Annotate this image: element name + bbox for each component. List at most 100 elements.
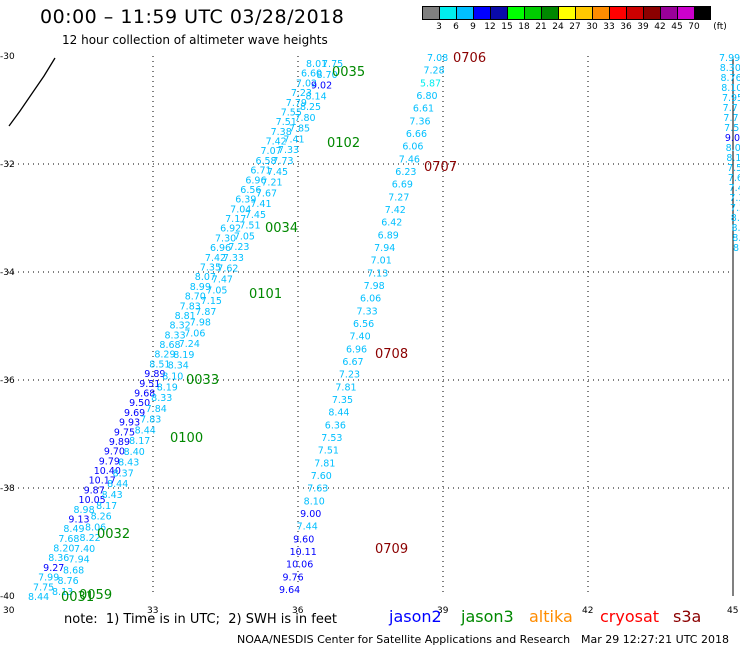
track-value-s3a: 7.81 (314, 458, 335, 469)
track-value-jason3-a: 7.30 (215, 233, 236, 244)
track-value-jason3-b: 8.34 (168, 361, 189, 372)
track-value-jason3-b: 7.15 (201, 296, 222, 307)
track-value-s3a: 6.61 (413, 104, 434, 115)
color-swatch (473, 6, 490, 20)
track-value-jason3-a: 7.75 (33, 582, 54, 593)
color-scale-label: 42 (654, 22, 666, 32)
footer-note: note: 1) Time is in UTC; 2) SWH is in fe… (64, 612, 337, 627)
track-value-jason3-b: 7.67 (256, 188, 277, 199)
track-value-jason3-a: 8.20 (53, 544, 74, 555)
track-value-jason3-b: 7.73 (272, 156, 293, 167)
track-value-s3a: 6.23 (395, 167, 416, 178)
track-value-jason3-b: 8.25 (300, 102, 321, 113)
lon-tick-label: 39 (437, 606, 449, 616)
track-value-jason3-a: 7.83 (180, 301, 201, 312)
track-value-jason3-a: 8.01 (306, 59, 327, 70)
track-value-right: 8.5 (732, 233, 740, 244)
track-value-s3a: 8.44 (328, 408, 349, 419)
track-value-s3a: 6.67 (342, 357, 363, 368)
track-value-jason3-b: 7.62 (217, 264, 238, 275)
track-value-jason3-b: 8.10 (162, 371, 183, 382)
color-scale-label: 18 (518, 22, 530, 32)
track-value-jason3-b: 8.70 (316, 70, 337, 81)
lat-tick-label: -38 (0, 484, 15, 494)
track-value-s3a: 7.53 (321, 433, 342, 444)
lat-tick-label: -36 (0, 376, 15, 386)
track-value-right: 9.0 (725, 133, 740, 144)
track-value-s3a: 7.35 (332, 395, 353, 406)
color-scale-label: 30 (586, 22, 598, 32)
pass-time-label: 0708 (375, 347, 408, 362)
track-value-s3a: 7.27 (388, 192, 409, 203)
axis-tick-labels: 30 33 36 39 42 45 -30 -32 -34 -36 -38 -40 (0, 52, 738, 616)
track-value-jason3-b: 7.21 (261, 178, 282, 189)
track-value-jason3-a: 7.55 (281, 107, 302, 118)
track-value-jason3-b: 7.05 (206, 285, 227, 296)
pass-time-label: 0102 (327, 136, 360, 151)
color-scale-label: 9 (470, 22, 476, 32)
pass-time-label: 0707 (424, 160, 457, 175)
lon-tick-label: 45 (727, 606, 738, 616)
pass-time-label: 0035 (332, 65, 365, 80)
track-value-jason3-b: 8.44 (107, 479, 128, 490)
track-value-jason3-a: 8.36 (48, 553, 69, 564)
track-value-jason3-b: 7.41 (250, 199, 271, 210)
color-swatch (507, 6, 524, 20)
track-value-jason3-a: 8.51 (149, 359, 170, 370)
color-swatch (643, 6, 660, 20)
track-value-jason3-b: 8.40 (124, 447, 145, 458)
track-value-s3a: 7.94 (374, 243, 395, 254)
track-value-jason3-b: 7.41 (283, 134, 304, 145)
track-value-s3a: 9.76 (283, 572, 304, 583)
pass-time-label: 0059 (79, 588, 112, 603)
track-value-jason3-b: 9.02 (311, 81, 332, 92)
track-value-right: 7.7 (723, 113, 738, 124)
color-scale-label: 6 (453, 22, 459, 32)
track-value-jason3-b: 8.17 (129, 436, 150, 447)
track-value-jason3-b: 7.33 (223, 253, 244, 264)
track-value-jason3-a: 9.70 (104, 447, 125, 458)
track-value-jason3-b: 8.13 (52, 587, 73, 598)
track-value-right: 7.95 (722, 93, 740, 104)
pass-time-label: 0706 (453, 51, 486, 66)
track-value-jason3-b: 8.19 (157, 382, 178, 393)
satellite-legend-jason2: jason2 (389, 607, 442, 626)
page-subtitle: 12 hour collection of altimeter wave hei… (62, 33, 328, 47)
color-scale-label: 24 (552, 22, 564, 32)
track-value-jason3-b: 8.17 (96, 501, 117, 512)
track-value-s3a: 7.60 (311, 471, 332, 482)
generated-timestamp: Mar 29 12:27:21 UTC 2018 (581, 633, 729, 646)
track-value-jason3-a: 7.17 (225, 214, 246, 225)
track-value-right: 7.5 (724, 123, 739, 134)
track-value-jason3-b: 8.19 (173, 350, 194, 361)
wave-height-tracks: 7.087.285.876.806.617.366.666.067.466.23… (28, 53, 740, 603)
track-value-jason3-a: 9.75 (114, 427, 135, 438)
track-value-right: 8.0 (726, 143, 740, 154)
track-value-s3a: 7.63 (307, 484, 328, 495)
track-value-s3a: 6.89 (378, 230, 399, 241)
color-scale-label: 27 (569, 22, 581, 32)
satellite-legend-cryosat: cryosat (600, 607, 660, 626)
track-value-s3a: 7.01 (371, 256, 392, 267)
track-value-jason3-b: 7.47 (212, 275, 233, 286)
track-value-jason3-a: 7.07 (261, 146, 282, 157)
track-value-s3a: 7.08 (427, 53, 448, 64)
color-swatch (456, 6, 473, 20)
track-value-right: 7.3 (729, 193, 740, 204)
track-value-s3a: 10.11 (290, 547, 317, 558)
color-swatch (660, 6, 677, 20)
track-value-jason3-b: 8.06 (85, 522, 106, 533)
track-value-s3a: 8.10 (304, 496, 325, 507)
track-value-jason3-b: 7.45 (267, 167, 288, 178)
color-swatch (575, 6, 592, 20)
track-value-s3a: 7.46 (399, 154, 420, 165)
track-value-jason3-a: 6.39 (235, 195, 256, 206)
track-value-jason3-a: 8.49 (63, 524, 84, 535)
color-scale-label: 15 (501, 22, 513, 32)
track-value-jason3-a: 9.79 (99, 456, 120, 467)
track-value-jason3-a: 8.98 (73, 505, 94, 516)
color-scale-label: 21 (535, 22, 547, 32)
track-value-jason3-a: 6.58 (255, 156, 276, 167)
track-value-jason3-b: 8.68 (63, 565, 84, 576)
